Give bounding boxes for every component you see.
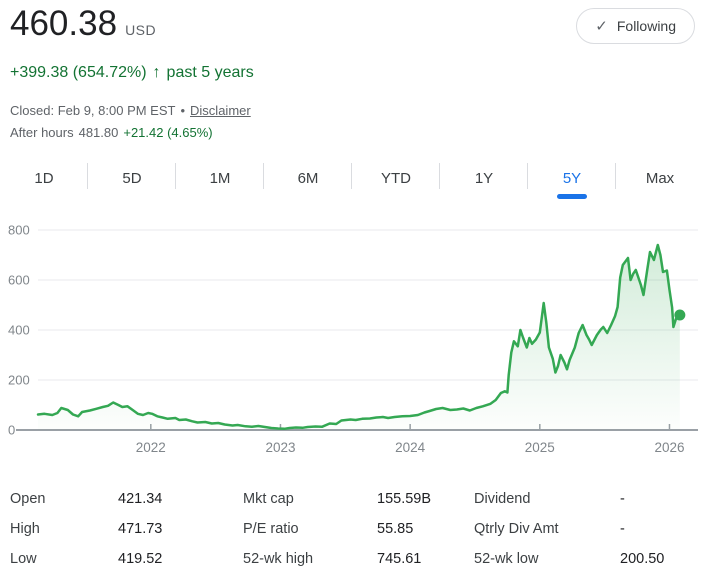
currency-label: USD [125, 22, 157, 38]
stat-label: Low [10, 551, 37, 567]
tab-1m[interactable]: 1M [176, 158, 264, 198]
stat-value: 421.34 [118, 491, 163, 507]
svg-text:200: 200 [8, 373, 30, 388]
tab-5d[interactable]: 5D [88, 158, 176, 198]
price-change-value: +399.38 (654.72%) [10, 64, 147, 81]
stat-label: Open [10, 491, 46, 507]
tab-label: 1D [34, 169, 54, 187]
tab-label: 5Y [562, 169, 582, 187]
tab-5y[interactable]: 5Y [528, 158, 616, 199]
stat-label: Mkt cap [243, 491, 294, 507]
stat-label: High [10, 521, 40, 537]
price-change-row: +399.38 (654.72%) ↑ past 5 years [10, 64, 254, 82]
market-status-row: Closed: Feb 9, 8:00 PM EST • Disclaimer [10, 103, 251, 118]
check-icon: ✓ [595, 18, 608, 35]
change-period-label: past 5 years [166, 64, 254, 81]
svg-text:400: 400 [8, 323, 30, 338]
stat-value: 55.85 [377, 521, 414, 537]
market-closed-text: Closed: Feb 9, 8:00 PM EST [10, 103, 176, 118]
after-hours-label: After hours [10, 125, 74, 140]
svg-text:2023: 2023 [265, 440, 295, 455]
after-hours-row: After hours 481.80 +21.42 (4.65%) [10, 125, 213, 140]
current-price: 460.38 [10, 4, 118, 43]
tab-label: 6M [297, 169, 319, 187]
tab-max[interactable]: Max [616, 158, 704, 198]
tab-1y[interactable]: 1Y [440, 158, 528, 198]
tab-underline [557, 194, 587, 199]
stat-value: 200.50 [620, 551, 665, 567]
tab-label: 1Y [474, 169, 494, 187]
stat-label: 52-wk low [474, 551, 539, 567]
after-hours-change: +21.42 (4.65%) [123, 125, 213, 140]
svg-text:0: 0 [8, 423, 15, 438]
price-header: 460.38 USD [10, 4, 156, 44]
stat-value: 155.59B [377, 491, 432, 507]
stat-value: 419.52 [118, 551, 163, 567]
stat-value: 745.61 [377, 551, 422, 567]
disclaimer-link[interactable]: Disclaimer [190, 103, 251, 118]
stat-label: 52-wk high [243, 551, 314, 567]
stat-value: 471.73 [118, 521, 163, 537]
tab-label: YTD [381, 169, 411, 187]
price-chart-svg: 0 200 400 600 800 2022 2023 2024 2025 2026 [8, 223, 698, 455]
time-range-tabs: 1D 5D 1M 6M YTD 1Y 5Y Max [0, 158, 704, 199]
following-button[interactable]: ✓ Following [576, 8, 695, 44]
key-stats-table: Open 421.34 Mkt cap 155.59B Dividend - H… [10, 484, 696, 574]
svg-text:2022: 2022 [136, 440, 166, 455]
svg-text:2026: 2026 [654, 440, 684, 455]
svg-text:2024: 2024 [395, 440, 426, 455]
stat-value: - [620, 491, 625, 507]
stat-value: - [620, 521, 625, 537]
price-chart[interactable]: 0 200 400 600 800 2022 2023 2024 2025 2026 [0, 210, 704, 466]
tab-label: 1M [209, 169, 231, 187]
bullet-separator: • [180, 103, 186, 118]
stat-label: Qtrly Div Amt [474, 521, 559, 537]
after-hours-price: 481.80 [78, 125, 119, 140]
following-button-label: Following [616, 18, 676, 34]
svg-text:800: 800 [8, 223, 30, 238]
tab-ytd[interactable]: YTD [352, 158, 440, 198]
stat-label: P/E ratio [243, 521, 299, 537]
tab-1d[interactable]: 1D [0, 158, 88, 198]
tab-label: 5D [122, 169, 142, 187]
tab-label: Max [645, 169, 675, 187]
tab-6m[interactable]: 6M [264, 158, 352, 198]
svg-text:600: 600 [8, 273, 30, 288]
stat-label: Dividend [474, 491, 531, 507]
svg-text:2025: 2025 [525, 440, 555, 455]
arrow-up-icon: ↑ [152, 64, 161, 81]
